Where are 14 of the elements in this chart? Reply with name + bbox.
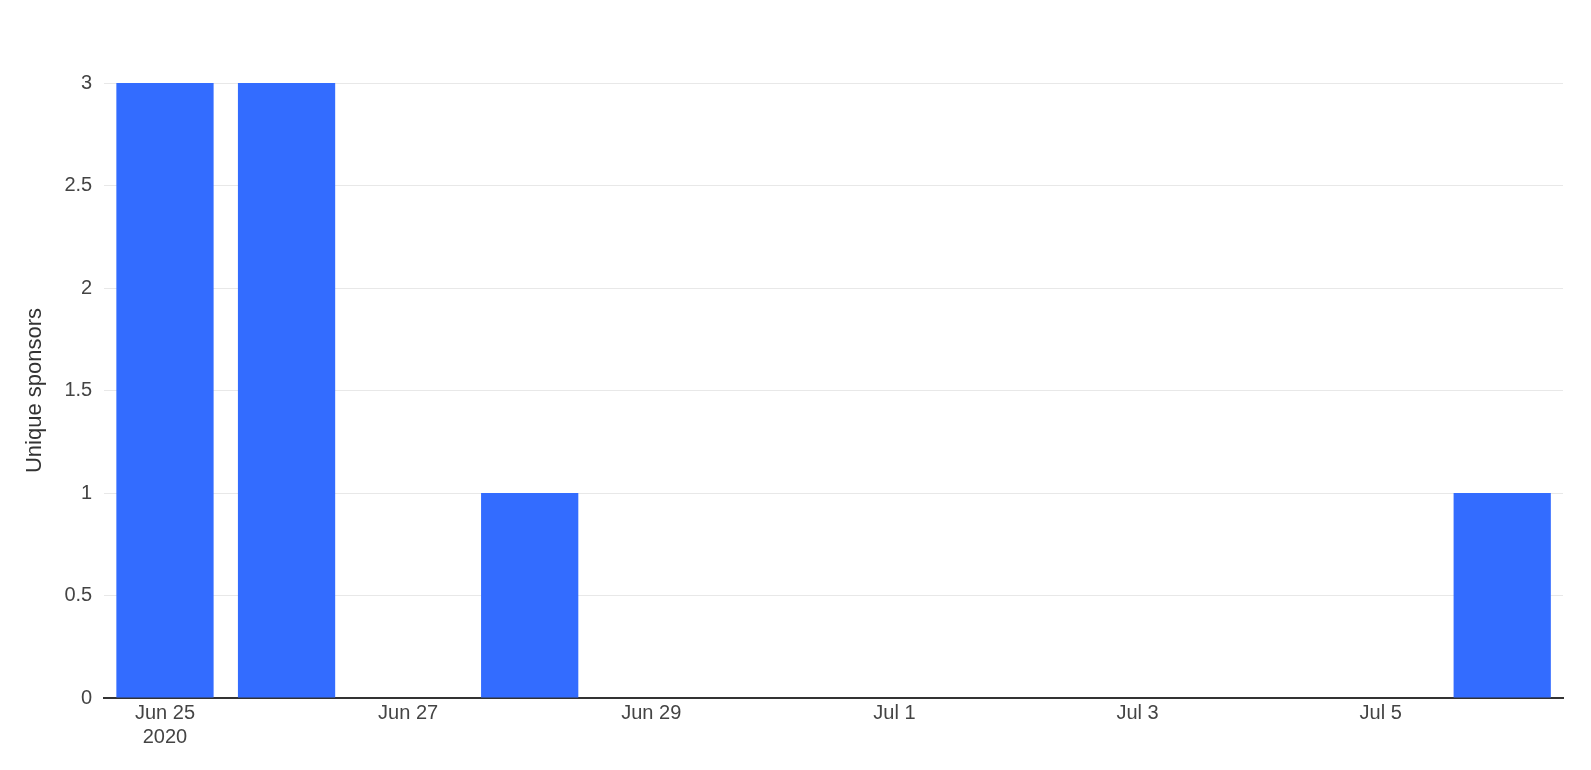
y-tick-label: 1.5 [64,378,93,401]
x-tick-label: Jul 5 [1359,700,1402,723]
y-tick-label: 3 [81,70,93,93]
x-tick-label: Jul 1 [873,700,916,723]
y-tick-label: 1 [81,480,93,503]
y-tick-label: 2 [81,275,93,298]
x-tick-label: Jun 25 2020 [134,700,196,747]
y-axis-title: Unique sponsors [21,307,47,474]
y-tick-label: 0.5 [64,583,93,606]
x-tick-label: Jul 3 [1116,700,1159,723]
y-tick-label: 2.5 [64,173,93,196]
x-tick-label: Jun 27 [378,700,439,723]
y-tick-label: 0 [81,685,93,708]
x-tick-label: Jun 29 [621,700,682,723]
